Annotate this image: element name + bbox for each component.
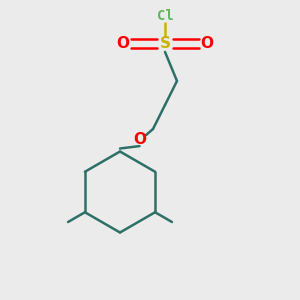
Text: O: O <box>200 36 214 51</box>
Text: O: O <box>116 36 130 51</box>
Text: S: S <box>160 36 170 51</box>
Text: O: O <box>133 132 146 147</box>
Text: Cl: Cl <box>157 10 173 23</box>
